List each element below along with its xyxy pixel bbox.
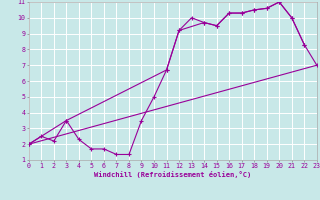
X-axis label: Windchill (Refroidissement éolien,°C): Windchill (Refroidissement éolien,°C) — [94, 171, 252, 178]
